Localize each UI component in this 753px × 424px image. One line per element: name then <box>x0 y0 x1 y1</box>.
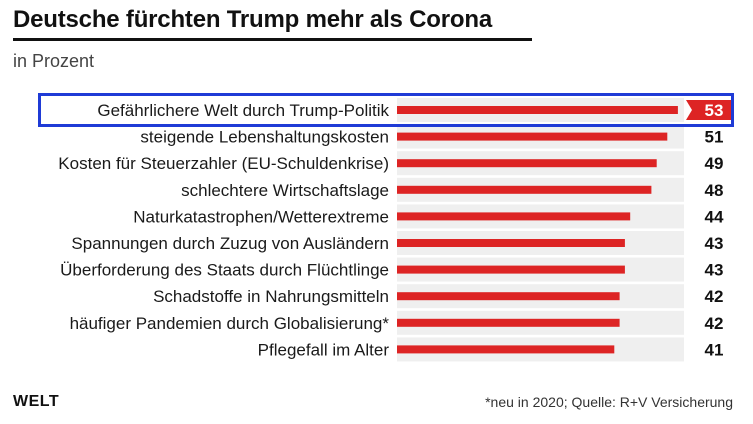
bar-mark <box>397 318 620 327</box>
category-label: Überforderung des Staats durch Flüchtlin… <box>60 261 389 280</box>
category-label: Spannungen durch Zuzug von Ausländern <box>71 234 389 253</box>
bar-mark <box>397 345 615 354</box>
value-label: 43 <box>705 261 724 280</box>
category-label: steigende Lebenshaltungskosten <box>140 128 389 147</box>
welt-logo: WELT <box>13 393 60 410</box>
category-label: Pflegefall im Alter <box>258 340 390 359</box>
source-note: *neu in 2020; Quelle: R+V Versicherung <box>485 394 733 410</box>
title-underline <box>13 38 532 41</box>
bar-chart: Gefährlichere Welt durch Trump-Politik 53… <box>58 98 734 362</box>
value-label: 43 <box>705 234 724 253</box>
category-label: Gefährlichere Welt durch Trump-Politik <box>97 101 389 120</box>
category-label: häufiger Pandemien durch Globalisierung* <box>70 314 390 333</box>
category-label: Kosten für Steuerzahler (EU-Schuldenkris… <box>58 154 389 173</box>
chart-subtitle: in Prozent <box>13 51 95 71</box>
value-label: 41 <box>705 340 724 359</box>
value-label: 44 <box>705 207 724 226</box>
value-label: 42 <box>705 287 724 306</box>
value-flag <box>686 100 734 120</box>
value-label: 49 <box>705 154 724 173</box>
bar-mark <box>397 132 668 141</box>
value-label: 53 <box>705 101 724 120</box>
bar-mark <box>397 159 657 168</box>
value-label: 51 <box>705 128 724 147</box>
category-label: schlechtere Wirtschaftslage <box>181 181 389 200</box>
value-label: 48 <box>705 181 724 200</box>
chart-title: Deutsche fürchten Trump mehr als Corona <box>13 6 492 33</box>
category-label: Naturkatastrophen/Wetterextreme <box>133 207 389 226</box>
bar-mark <box>397 292 620 301</box>
bar-mark <box>397 185 652 194</box>
category-label: Schadstoffe in Nahrungsmitteln <box>153 287 389 306</box>
bar-mark <box>397 239 625 247</box>
value-label: 42 <box>705 314 724 333</box>
highlight-frame <box>38 93 734 127</box>
bar-mark <box>397 106 678 114</box>
bar-mark <box>397 265 625 274</box>
bar-mark <box>397 212 631 221</box>
